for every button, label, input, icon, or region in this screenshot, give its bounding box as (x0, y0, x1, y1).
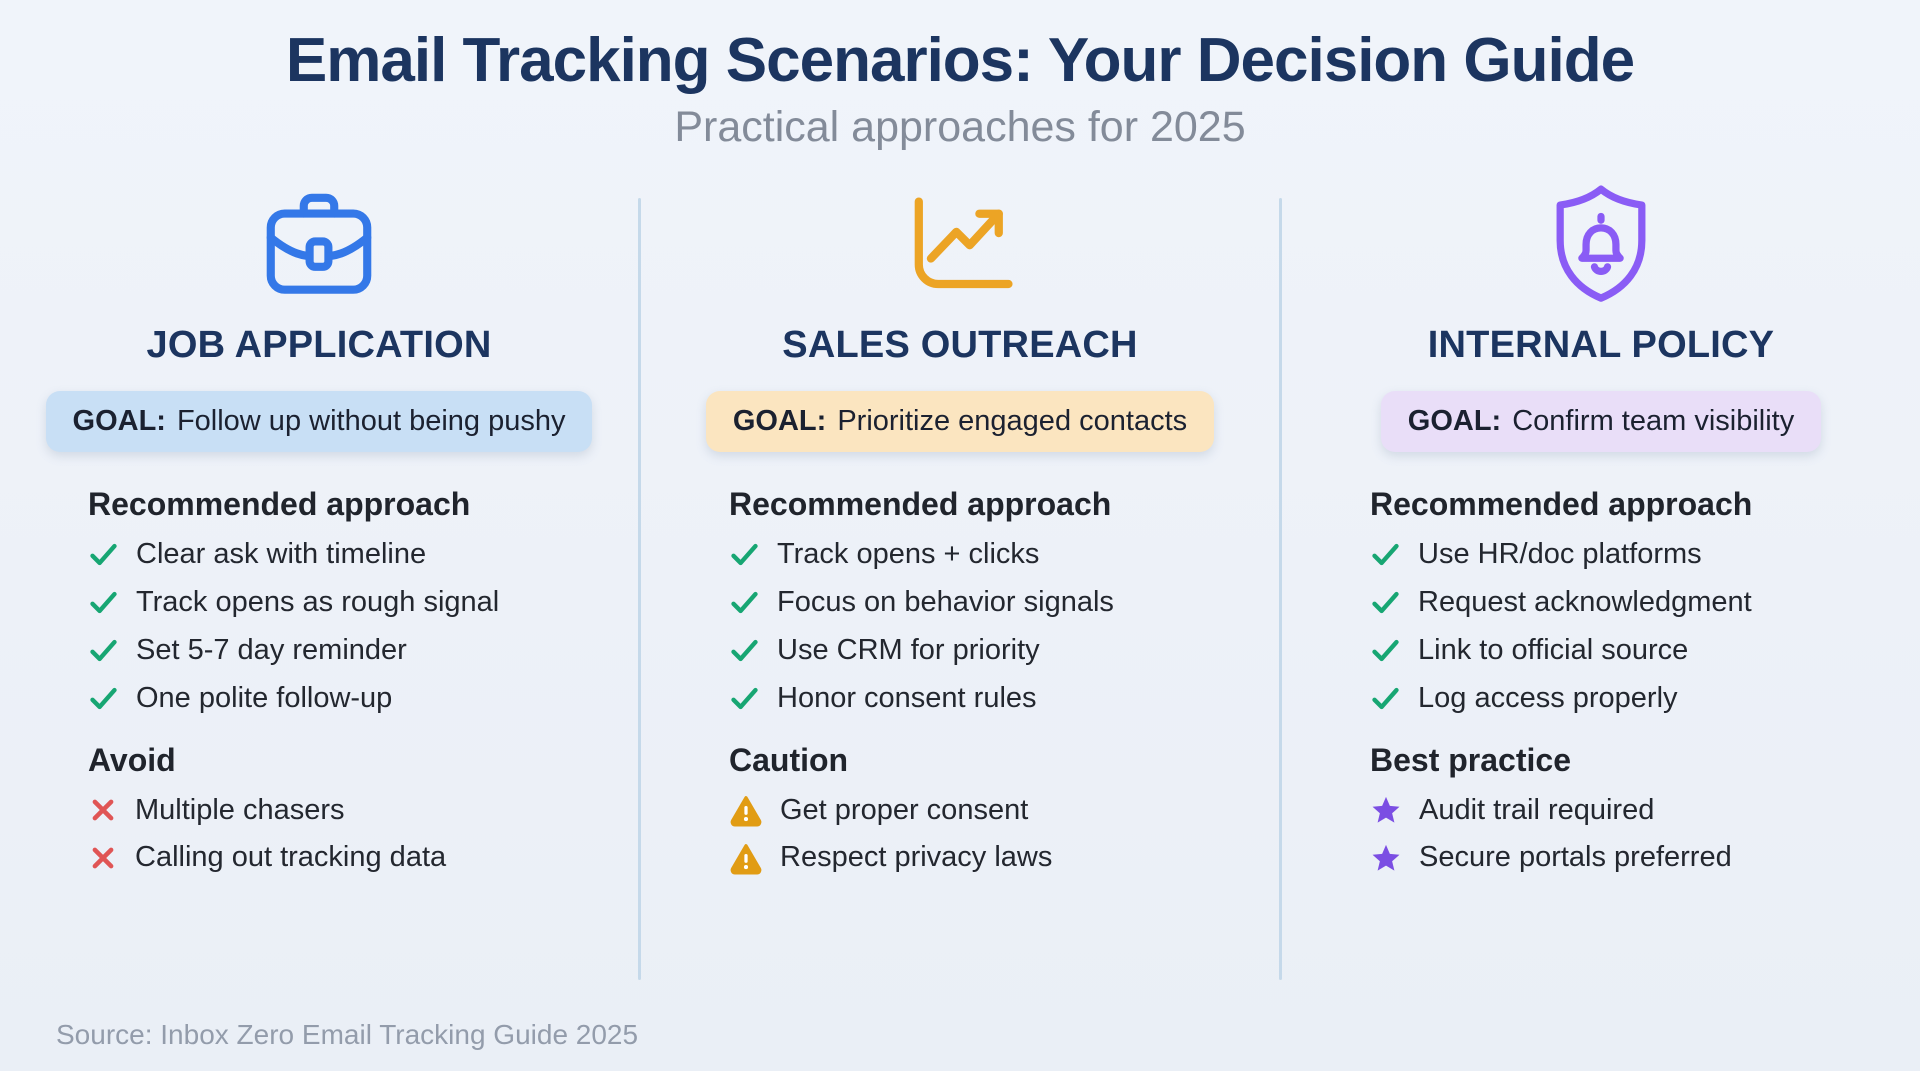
recommended-list: Clear ask with timeline Track opens as r… (88, 537, 638, 715)
item-text: Use CRM for priority (777, 634, 1040, 667)
column-divider (1279, 198, 1282, 981)
check-icon (729, 539, 760, 570)
section-heading: Recommended approach (88, 486, 471, 523)
check-icon (88, 587, 119, 618)
item-text: Secure portals preferred (1419, 841, 1732, 874)
list-item: Multiple chasers (88, 793, 638, 828)
item-text: Track opens as rough signal (136, 586, 500, 619)
check-icon (1370, 635, 1401, 666)
check-icon (88, 539, 119, 570)
check-icon (729, 587, 760, 618)
warning-icon (729, 793, 763, 827)
check-icon (88, 683, 119, 714)
item-text: Focus on behavior signals (777, 586, 1114, 619)
goal-badge: GOAL: Follow up without being pushy (45, 391, 593, 453)
check-icon (729, 683, 760, 714)
goal-badge: GOAL: Confirm team visibility (1380, 391, 1822, 453)
cross-icon (88, 843, 118, 873)
goal-label: GOAL: (1407, 405, 1502, 438)
list-item: Calling out tracking data (88, 840, 638, 875)
list-item: Log access properly (1370, 681, 1920, 716)
column-body: Recommended approach Clear ask with time… (0, 486, 638, 901)
section-heading: Recommended approach (729, 486, 1112, 523)
recommended-list: Use HR/doc platforms Request acknowledgm… (1370, 537, 1920, 715)
check-icon (729, 635, 760, 666)
list-item: Link to official source (1370, 633, 1920, 668)
list-item: Respect privacy laws (729, 840, 1279, 875)
star-icon (1370, 794, 1402, 826)
list-item: Audit trail required (1370, 793, 1920, 828)
item-text: Log access properly (1418, 681, 1678, 714)
cross-icon (88, 795, 118, 825)
column-title: JOB APPLICATION (146, 324, 492, 367)
column-title: INTERNAL POLICY (1427, 324, 1775, 367)
list-item: Use CRM for priority (729, 633, 1279, 668)
best-practice-list: Audit trail required Secure portals pref… (1370, 793, 1920, 876)
list-item: Clear ask with timeline (88, 537, 638, 572)
column-title: SALES OUTREACH (782, 324, 1138, 367)
briefcase-icon-svg (266, 194, 372, 295)
list-item: Track opens + clicks (729, 537, 1279, 572)
item-text: Audit trail required (1419, 793, 1655, 826)
shield-bell-icon-svg (1556, 185, 1646, 303)
list-item: Honor consent rules (729, 681, 1279, 716)
goal-text: Follow up without being pushy (176, 405, 566, 438)
item-text: Request acknowledgment (1418, 586, 1752, 619)
section-heading: Best practice (1370, 741, 1571, 778)
list-item: Track opens as rough signal (88, 585, 638, 620)
caution-list: Get proper consent Respect privacy laws (729, 793, 1279, 876)
header: Email Tracking Scenarios: Your Decision … (0, 26, 1920, 152)
item-text: Calling out tracking data (135, 841, 447, 874)
item-text: Set 5-7 day reminder (136, 634, 407, 667)
column-divider (638, 198, 641, 981)
section-heading: Avoid (88, 741, 176, 778)
item-text: Multiple chasers (135, 793, 345, 826)
briefcase-icon (253, 178, 385, 310)
item-text: Get proper consent (780, 793, 1029, 826)
list-item: Use HR/doc platforms (1370, 537, 1920, 572)
section-heading: Recommended approach (1370, 486, 1753, 523)
goal-text: Confirm team visibility (1512, 405, 1795, 438)
goal-text: Prioritize engaged contacts (837, 405, 1188, 438)
list-item: Set 5-7 day reminder (88, 633, 638, 668)
page-title: Email Tracking Scenarios: Your Decision … (285, 26, 1635, 95)
column-body: Recommended approach Use HR/doc platform… (1282, 486, 1920, 901)
warning-icon (729, 841, 763, 875)
goal-badge: GOAL: Prioritize engaged contacts (705, 391, 1215, 453)
column-internal-policy: INTERNAL POLICY GOAL: Confirm team visib… (1282, 164, 1920, 980)
item-text: Clear ask with timeline (136, 538, 427, 571)
columns-container: JOB APPLICATION GOAL: Follow up without … (0, 164, 1920, 981)
shield-bell-icon (1540, 178, 1662, 310)
check-icon (1370, 683, 1401, 714)
star-icon (1370, 842, 1402, 874)
source-text: Source: Inbox Zero Email Tracking Guide … (56, 1019, 639, 1050)
item-text: One polite follow-up (136, 681, 393, 714)
list-item: Get proper consent (729, 793, 1279, 828)
item-text: Honor consent rules (777, 681, 1037, 714)
goal-label: GOAL: (732, 405, 827, 438)
column-sales-outreach: SALES OUTREACH GOAL: Prioritize engaged … (641, 164, 1279, 980)
item-text: Use HR/doc platforms (1418, 538, 1702, 571)
check-icon (88, 635, 119, 666)
check-icon (1370, 539, 1401, 570)
item-text: Track opens + clicks (777, 538, 1040, 571)
column-body: Recommended approach Track opens + click… (641, 486, 1279, 901)
check-icon (1370, 587, 1401, 618)
trend-chart-icon-svg (914, 197, 1013, 289)
list-item: Focus on behavior signals (729, 585, 1279, 620)
recommended-list: Track opens + clicks Focus on behavior s… (729, 537, 1279, 715)
page-subtitle: Practical approaches for 2025 (674, 103, 1246, 152)
list-item: One polite follow-up (88, 681, 638, 716)
avoid-list: Multiple chasers Calling out tracking da… (88, 793, 638, 876)
trend-chart-icon (897, 178, 1023, 310)
list-item: Request acknowledgment (1370, 585, 1920, 620)
item-text: Respect privacy laws (780, 841, 1053, 874)
list-item: Secure portals preferred (1370, 840, 1920, 875)
goal-label: GOAL: (72, 405, 166, 438)
section-heading: Caution (729, 741, 849, 778)
item-text: Link to official source (1418, 634, 1689, 667)
column-job-application: JOB APPLICATION GOAL: Follow up without … (0, 164, 638, 980)
